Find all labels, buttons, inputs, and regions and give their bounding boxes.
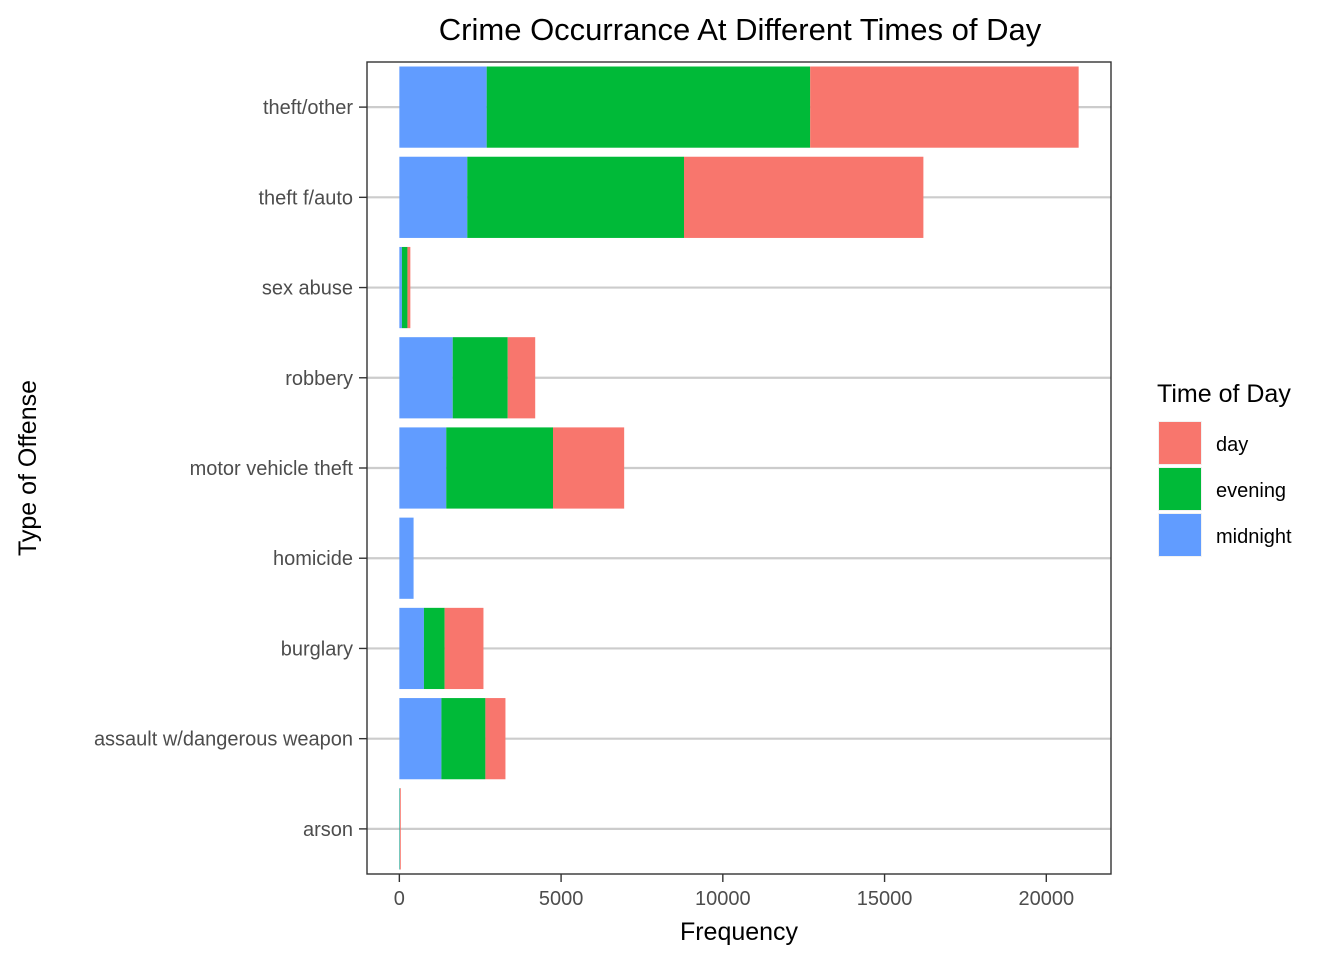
- legend-swatch-evening: [1159, 468, 1201, 510]
- bar-midnight-6: [399, 607, 424, 690]
- x-axis: 0 5000 10000 15000 20000: [394, 874, 1074, 910]
- bar-evening-0: [486, 66, 811, 148]
- bar-evening-7: [441, 698, 486, 780]
- bar-midnight-3: [399, 337, 453, 419]
- bar-day-2: [407, 246, 411, 329]
- y-axis: theft/other theft f/auto sex abuse robbery m…: [94, 97, 367, 841]
- bar-day-1: [684, 156, 924, 238]
- legend: Time of Day day evening midnight: [1157, 380, 1292, 557]
- bar-day-8: [399, 788, 401, 870]
- bar-day-3: [507, 337, 536, 419]
- y-tick-label-2: sex abuse: [262, 278, 353, 300]
- x-tick-label-4: 20000: [1018, 888, 1074, 910]
- y-tick-label-5: homicide: [273, 548, 353, 570]
- chart-title: Crime Occurrance At Different Times of D…: [439, 12, 1042, 47]
- bar-evening-1: [467, 156, 685, 238]
- legend-swatch-midnight: [1159, 514, 1201, 556]
- bar-day-6: [444, 607, 484, 690]
- y-tick-label-3: robbery: [285, 368, 353, 390]
- bar-midnight-1: [399, 156, 468, 238]
- bar-day-4: [553, 427, 625, 509]
- bar-midnight-0: [399, 66, 487, 148]
- x-tick-label-3: 15000: [857, 888, 913, 910]
- x-axis-title: Frequency: [680, 918, 799, 946]
- y-tick-label-1: theft f/auto: [258, 187, 353, 209]
- bar-day-0: [810, 66, 1079, 148]
- bar-midnight-2: [399, 246, 402, 329]
- bar-midnight-4: [399, 427, 447, 509]
- y-axis-title: Type of Offense: [14, 380, 42, 556]
- y-tick-label-7: assault w/dangerous weapon: [94, 729, 353, 751]
- y-tick-label-4: motor vehicle theft: [190, 458, 354, 480]
- legend-title: Time of Day: [1157, 380, 1291, 408]
- bar-evening-4: [446, 427, 553, 509]
- y-tick-label-8: arson: [303, 819, 353, 841]
- bar-evening-6: [423, 607, 445, 690]
- y-tick-label-0: theft/other: [263, 97, 353, 119]
- legend-label-day: day: [1216, 434, 1248, 456]
- legend-swatch-day: [1159, 422, 1201, 464]
- legend-label-evening: evening: [1216, 480, 1286, 502]
- bar-evening-2: [401, 246, 408, 329]
- x-tick-label-1: 5000: [539, 888, 584, 910]
- y-tick-label-6: burglary: [281, 638, 353, 660]
- bar-midnight-7: [399, 698, 442, 780]
- legend-label-midnight: midnight: [1216, 526, 1292, 548]
- bar-day-7: [485, 698, 506, 780]
- bars: [399, 66, 1079, 870]
- bar-midnight-5: [399, 517, 414, 599]
- bar-evening-3: [452, 337, 508, 419]
- x-tick-label-2: 10000: [695, 888, 751, 910]
- x-tick-label-0: 0: [394, 888, 405, 910]
